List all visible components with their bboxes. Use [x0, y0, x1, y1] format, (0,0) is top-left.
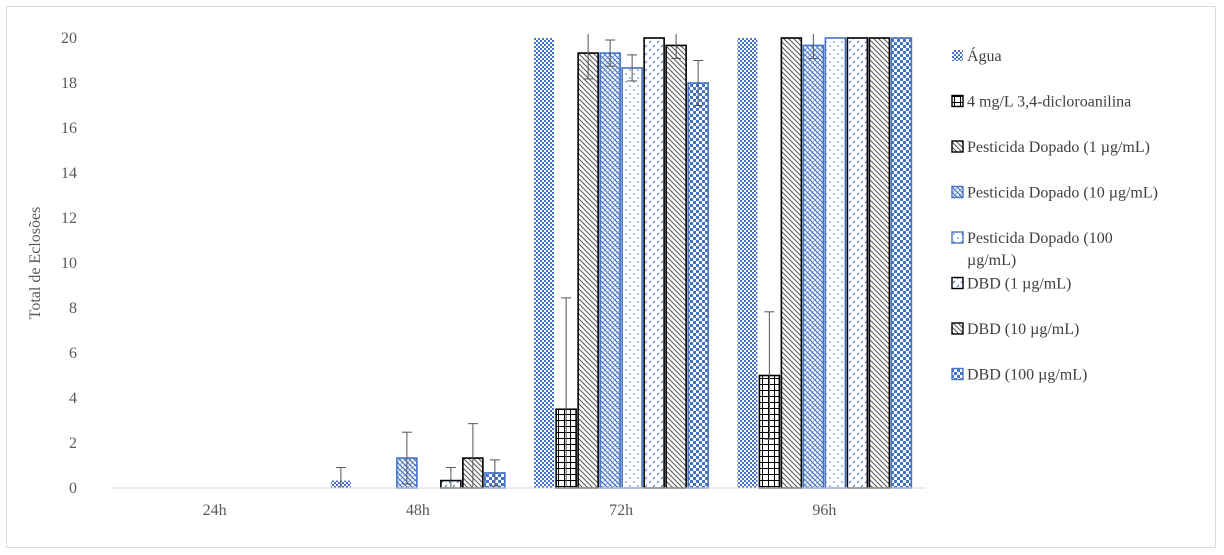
y-axis-title: Total de Eclosões	[27, 207, 44, 320]
legend-swatch	[951, 185, 964, 199]
y-tick-label: 8	[69, 300, 77, 317]
bar	[846, 37, 869, 489]
y-tick-label: 10	[61, 255, 77, 272]
legend-swatch	[951, 140, 964, 153]
bar	[643, 37, 665, 489]
x-tick-label: 24h	[203, 502, 227, 519]
y-tick-label: 20	[61, 30, 77, 47]
legend-swatch	[951, 231, 964, 244]
y-tick-label: 14	[61, 165, 77, 182]
y-tick-label: 4	[69, 390, 77, 407]
legend-swatch	[952, 50, 963, 61]
plot-layer: 0 2 4 6 8 10 12 14 16 18 20 Total de Eclosões 24h 48h…	[27, 30, 926, 519]
x-tick-label: 72h	[609, 502, 633, 519]
legend-swatch	[951, 322, 964, 335]
legend-label: 4 mg/L 3,4-dicloroanilina	[967, 94, 1131, 111]
legend-swatch	[951, 276, 964, 290]
x-tick-label: 96h	[812, 502, 836, 519]
bar	[737, 38, 758, 488]
bar	[621, 67, 643, 489]
bar	[687, 82, 709, 489]
y-tick-label: 2	[69, 435, 77, 452]
bar	[890, 37, 913, 489]
bar	[577, 52, 599, 489]
y-tick-label: 18	[61, 75, 77, 92]
bar	[824, 37, 847, 489]
bar	[868, 37, 891, 489]
legend: Água 4 mg/L 3,4-dicloroanilina Pesticida D…	[951, 46, 1158, 384]
legend-label: DBD (10 µg/mL)	[967, 321, 1079, 338]
legend-label: DBD (1 µg/mL)	[967, 276, 1071, 293]
legend-label: Água	[967, 46, 1002, 65]
bar	[780, 37, 803, 489]
legend-label: Pesticida Dopado (100 µg/mL)	[967, 230, 1113, 269]
y-tick-label: 12	[61, 210, 77, 227]
y-tick-label: 6	[69, 345, 77, 362]
x-tick-label: 48h	[406, 502, 430, 519]
bar	[665, 44, 687, 489]
legend-swatch	[951, 367, 964, 381]
y-tick-label: 16	[61, 120, 77, 137]
bar	[534, 38, 555, 488]
y-tick-label: 0	[69, 480, 77, 497]
legend-label: Pesticida Dopado (10 µg/mL)	[967, 185, 1158, 202]
legend-swatch	[951, 94, 964, 108]
bar	[599, 52, 621, 489]
bar	[802, 44, 825, 489]
legend-label: Pesticida Dopado (1 µg/mL)	[967, 139, 1150, 156]
legend-label: DBD (100 µg/mL)	[967, 367, 1087, 384]
